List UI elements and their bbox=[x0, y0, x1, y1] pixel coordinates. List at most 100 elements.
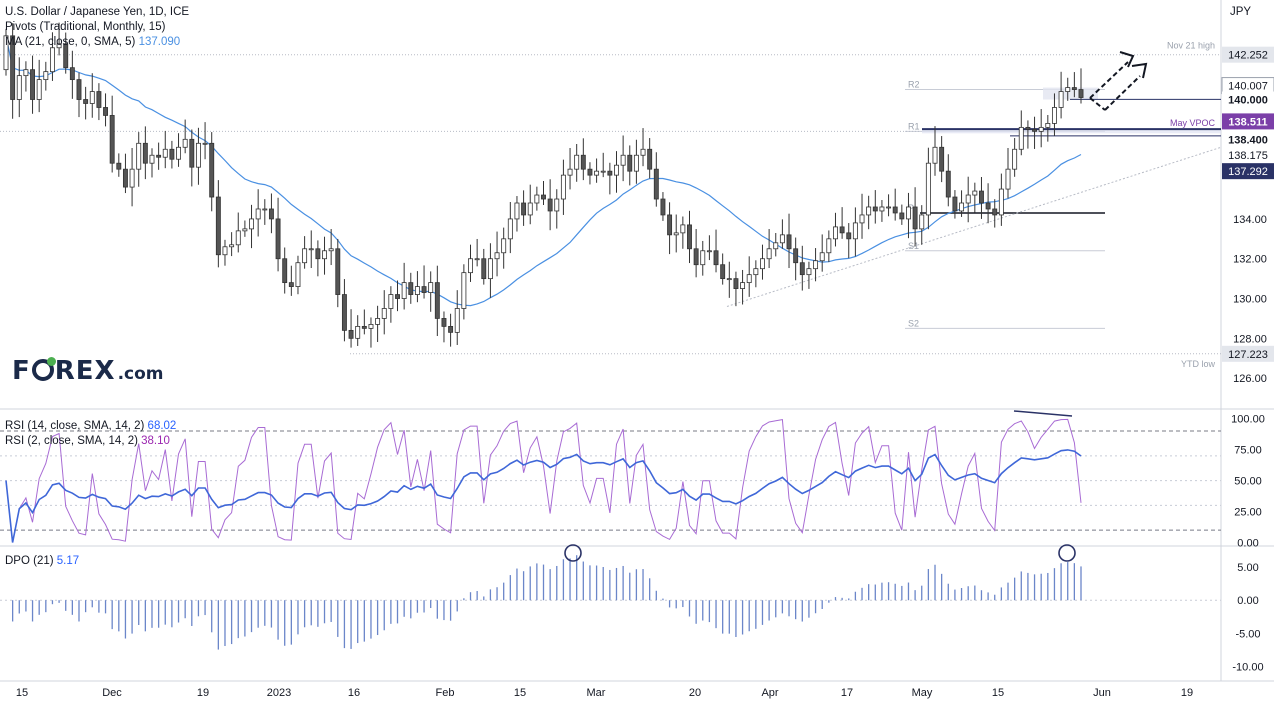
candle-body bbox=[833, 226, 838, 240]
candle-body bbox=[69, 67, 75, 81]
ma-name: MA (21, close, 0, SMA, 5) bbox=[5, 36, 136, 48]
rsi-axis-tick: 75.00 bbox=[1234, 445, 1262, 457]
price-badge-label: 140.000 bbox=[1228, 95, 1268, 107]
candle-body bbox=[302, 248, 308, 264]
candle-body bbox=[1078, 89, 1084, 98]
candle-body bbox=[129, 168, 135, 188]
price-badge-label: 138.400 bbox=[1228, 134, 1268, 146]
candle-body bbox=[395, 294, 400, 299]
consolidation-zone bbox=[1043, 87, 1098, 100]
candle-body bbox=[547, 198, 553, 212]
ma-label: MA (21, close, 0, SMA, 5) 137.090 bbox=[5, 35, 189, 50]
candle-body bbox=[892, 206, 898, 214]
candle-body bbox=[96, 91, 102, 108]
projection-arrow-b bbox=[1104, 75, 1141, 111]
rsi2-value: 38.10 bbox=[141, 435, 170, 447]
rsi14-value: 68.02 bbox=[147, 420, 177, 432]
candle-body bbox=[919, 214, 925, 230]
candle-body bbox=[600, 170, 606, 173]
candle-body bbox=[514, 202, 520, 220]
logo-text-rex: REX bbox=[54, 356, 116, 386]
candle-body bbox=[494, 252, 500, 260]
candle-body bbox=[992, 208, 998, 216]
candle-body bbox=[1045, 122, 1051, 128]
pivot-label-p: P bbox=[908, 203, 914, 213]
candle-body bbox=[925, 162, 931, 216]
dpo-value: 5.17 bbox=[56, 555, 80, 567]
time-axis-tick: Feb bbox=[436, 687, 455, 699]
rsi2-name: RSI (2, close, SMA, 14, 2) bbox=[5, 435, 138, 447]
pivot-label-s2: S2 bbox=[908, 318, 919, 328]
currency-label: JPY bbox=[1230, 6, 1252, 18]
dpo-axis-tick: -10.00 bbox=[1232, 662, 1263, 674]
time-axis-tick: 19 bbox=[1181, 687, 1193, 699]
candle-body bbox=[315, 248, 321, 260]
candle-body bbox=[773, 242, 779, 250]
candle-body bbox=[322, 250, 327, 260]
candle-body bbox=[879, 206, 885, 212]
rsi-axis-tick: 100.00 bbox=[1231, 414, 1265, 426]
candle-body bbox=[1038, 126, 1044, 132]
candle-body bbox=[1025, 126, 1031, 130]
candle-body bbox=[375, 318, 381, 325]
candle-body bbox=[1032, 128, 1038, 132]
candle-body bbox=[49, 47, 55, 73]
candle-body bbox=[726, 278, 732, 281]
price-badge bbox=[1222, 131, 1274, 148]
logo-o-icon bbox=[31, 357, 56, 381]
chart-legend: U.S. Dollar / Japanese Yen, 1D, ICE Pivo… bbox=[5, 5, 189, 50]
time-axis-tick: 15 bbox=[16, 687, 28, 699]
candle-body bbox=[176, 146, 181, 160]
candle-body bbox=[448, 325, 454, 333]
candle-body bbox=[288, 282, 294, 287]
candle-body bbox=[136, 142, 142, 170]
candle-body bbox=[627, 154, 633, 172]
ma-value: 137.090 bbox=[138, 36, 181, 48]
candle-body bbox=[501, 238, 507, 254]
candle-body bbox=[667, 214, 673, 236]
price-badge bbox=[1222, 345, 1274, 362]
candle-body bbox=[388, 294, 394, 309]
candle-body bbox=[912, 206, 918, 230]
candle-body bbox=[554, 198, 560, 212]
candle-body bbox=[620, 154, 626, 166]
time-axis-tick: May bbox=[912, 687, 933, 699]
candle-body bbox=[23, 69, 29, 77]
dpo-peak-marker bbox=[564, 544, 582, 562]
candle-body bbox=[574, 154, 580, 170]
candle-body bbox=[1051, 107, 1057, 124]
candle-body bbox=[282, 258, 288, 284]
candle-body bbox=[939, 146, 945, 172]
candle-body bbox=[673, 232, 679, 236]
time-axis-tick: 20 bbox=[689, 687, 701, 699]
candle-body bbox=[414, 286, 420, 295]
candle-body bbox=[229, 244, 235, 248]
candle-body bbox=[122, 168, 128, 188]
price-badge bbox=[1222, 113, 1274, 130]
candle-body bbox=[653, 168, 659, 200]
candle-body bbox=[43, 71, 49, 81]
candle-body bbox=[998, 188, 1004, 216]
candle-body bbox=[693, 248, 699, 266]
pivots-label: Pivots (Traditional, Monthly, 15) bbox=[5, 21, 166, 33]
candle-body bbox=[116, 162, 122, 170]
time-axis-tick: Mar bbox=[587, 687, 606, 699]
resistance-zone bbox=[922, 129, 1221, 134]
projection-arrowhead-b bbox=[1131, 62, 1148, 79]
candle-body bbox=[209, 142, 215, 198]
candle-body bbox=[786, 234, 792, 250]
price-axis-tick: 134.00 bbox=[1233, 214, 1267, 226]
dpo-axis-tick: -5.00 bbox=[1235, 628, 1260, 640]
candle-body bbox=[886, 206, 892, 209]
dpo-legend: DPO (21) 5.17 bbox=[5, 554, 79, 569]
price-axis-tick: 128.00 bbox=[1233, 333, 1267, 345]
candle-body bbox=[182, 138, 188, 148]
price-badge bbox=[1222, 91, 1274, 108]
price-badge-label: 138.511 bbox=[1228, 116, 1267, 128]
logo-suffix: .com bbox=[117, 364, 164, 384]
candle-body bbox=[965, 194, 971, 204]
candle-body bbox=[1012, 148, 1018, 170]
candle-body bbox=[932, 146, 938, 164]
candle-body bbox=[1005, 168, 1011, 190]
